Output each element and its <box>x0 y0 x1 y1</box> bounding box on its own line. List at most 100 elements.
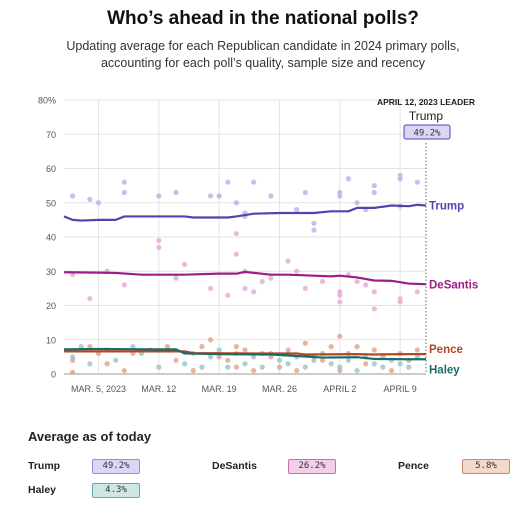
average-value-pill: 5.8% <box>462 459 510 474</box>
averages-heading: Average as of today <box>28 429 152 444</box>
poll-dot <box>371 361 377 367</box>
x-tick-label: APRIL 9 <box>384 384 417 394</box>
poll-dot <box>156 193 162 199</box>
poll-dot <box>285 347 291 353</box>
y-tick-label: 70 <box>46 130 56 140</box>
polling-chart[interactable]: 80% 70 60 50 40 30 20 10 0 MAR. 5, 2023 MAR. 12 MAR… <box>0 0 526 425</box>
y-tick-label: 60 <box>46 164 56 174</box>
subtitle-line-1: Updating average for each Republican can… <box>66 39 460 53</box>
poll-dot <box>87 196 93 202</box>
poll-dot <box>414 179 420 185</box>
poll-dot <box>259 278 265 285</box>
poll-dot <box>87 296 93 302</box>
poll-dot <box>216 354 222 360</box>
poll-dot <box>242 347 248 353</box>
poll-dot <box>199 364 205 370</box>
poll-dot <box>251 179 257 185</box>
poll-dot <box>156 244 162 250</box>
average-name: DeSantis <box>212 460 257 472</box>
poll-dot <box>173 275 179 281</box>
poll-dot <box>242 361 248 367</box>
average-name: Haley <box>28 484 57 496</box>
poll-dot <box>182 261 188 267</box>
poll-dot <box>285 361 291 367</box>
average-name: Trump <box>28 460 61 472</box>
poll-dot <box>354 367 360 374</box>
average-desantis: DeSantis 26.2% <box>212 459 372 474</box>
y-tick-label: 10 <box>46 335 56 345</box>
poll-dot <box>276 364 283 370</box>
y-tick-label: 80% <box>38 96 56 106</box>
poll-dot <box>294 268 300 274</box>
poll-dot <box>302 340 308 346</box>
poll-dot <box>337 364 343 370</box>
average-value-pill: 49.2% <box>92 459 140 474</box>
poll-dot <box>337 299 343 305</box>
leader-value-box <box>403 124 451 140</box>
series-line-pence <box>64 350 426 356</box>
poll-dot <box>371 189 377 196</box>
poll-dot <box>70 354 76 360</box>
poll-dot <box>121 367 127 374</box>
series-line-haley <box>63 347 426 361</box>
series-end-label-desantis: DeSantis <box>429 279 478 291</box>
poll-dot <box>207 193 214 199</box>
poll-dot <box>337 193 343 199</box>
average-haley: Haley 4.3% <box>28 483 188 498</box>
leader-date-label: APRIL 12, 2023 LEADER <box>377 97 475 107</box>
poll-dot <box>95 200 102 206</box>
poll-dot <box>294 207 300 213</box>
poll-dot <box>345 176 352 182</box>
poll-dot <box>225 357 231 363</box>
poll-dot <box>173 189 179 196</box>
poll-dot <box>414 289 420 295</box>
x-tick-label: MAR. 26 <box>262 384 297 394</box>
poll-dot <box>302 364 308 370</box>
poll-dot <box>276 357 283 363</box>
average-value-pill: 26.2% <box>288 459 336 474</box>
poll-dot <box>414 347 420 353</box>
poll-dot <box>251 367 257 374</box>
poll-dot <box>371 183 377 189</box>
poll-dot <box>233 200 239 206</box>
poll-dot <box>251 289 257 295</box>
poll-dot <box>130 344 136 350</box>
x-tick-label: MAR. 5, 2023 <box>71 384 126 394</box>
poll-dot <box>354 200 360 206</box>
poll-dot <box>104 361 110 367</box>
poll-dot <box>328 361 334 367</box>
poll-dot <box>397 361 403 367</box>
y-tick-label: 30 <box>46 267 56 277</box>
poll-dot <box>354 344 360 350</box>
poll-dot <box>363 361 369 367</box>
poll-dot <box>156 364 162 370</box>
poll-dot <box>121 179 127 185</box>
poll-dot <box>207 285 214 291</box>
poll-dot <box>380 364 386 370</box>
poll-dot <box>242 285 248 291</box>
poll-dot <box>156 237 162 244</box>
poll-dot <box>225 179 231 185</box>
poll-dot <box>173 357 179 363</box>
poll-dot <box>311 227 317 233</box>
series-end-label-haley: Haley <box>429 364 460 376</box>
poll-dot <box>259 364 265 370</box>
poll-dot <box>207 337 214 343</box>
poll-dot <box>233 251 239 257</box>
y-tick-label: 50 <box>46 198 56 208</box>
poll-dot <box>285 258 291 264</box>
leader-name: Trump <box>409 109 444 123</box>
poll-dot <box>113 357 119 363</box>
average-value-pill: 4.3% <box>92 483 140 498</box>
poll-dots-pence <box>70 333 420 375</box>
poll-dot <box>199 344 205 350</box>
series-line-desantis <box>63 270 427 286</box>
poll-dot <box>337 333 343 339</box>
poll-dot <box>311 220 317 226</box>
poll-dot <box>233 230 239 237</box>
poll-dot <box>371 347 377 353</box>
y-tick-label: 0 <box>51 370 56 380</box>
poll-dot <box>233 364 239 370</box>
poll-dot <box>207 354 214 360</box>
poll-dot <box>216 347 222 353</box>
